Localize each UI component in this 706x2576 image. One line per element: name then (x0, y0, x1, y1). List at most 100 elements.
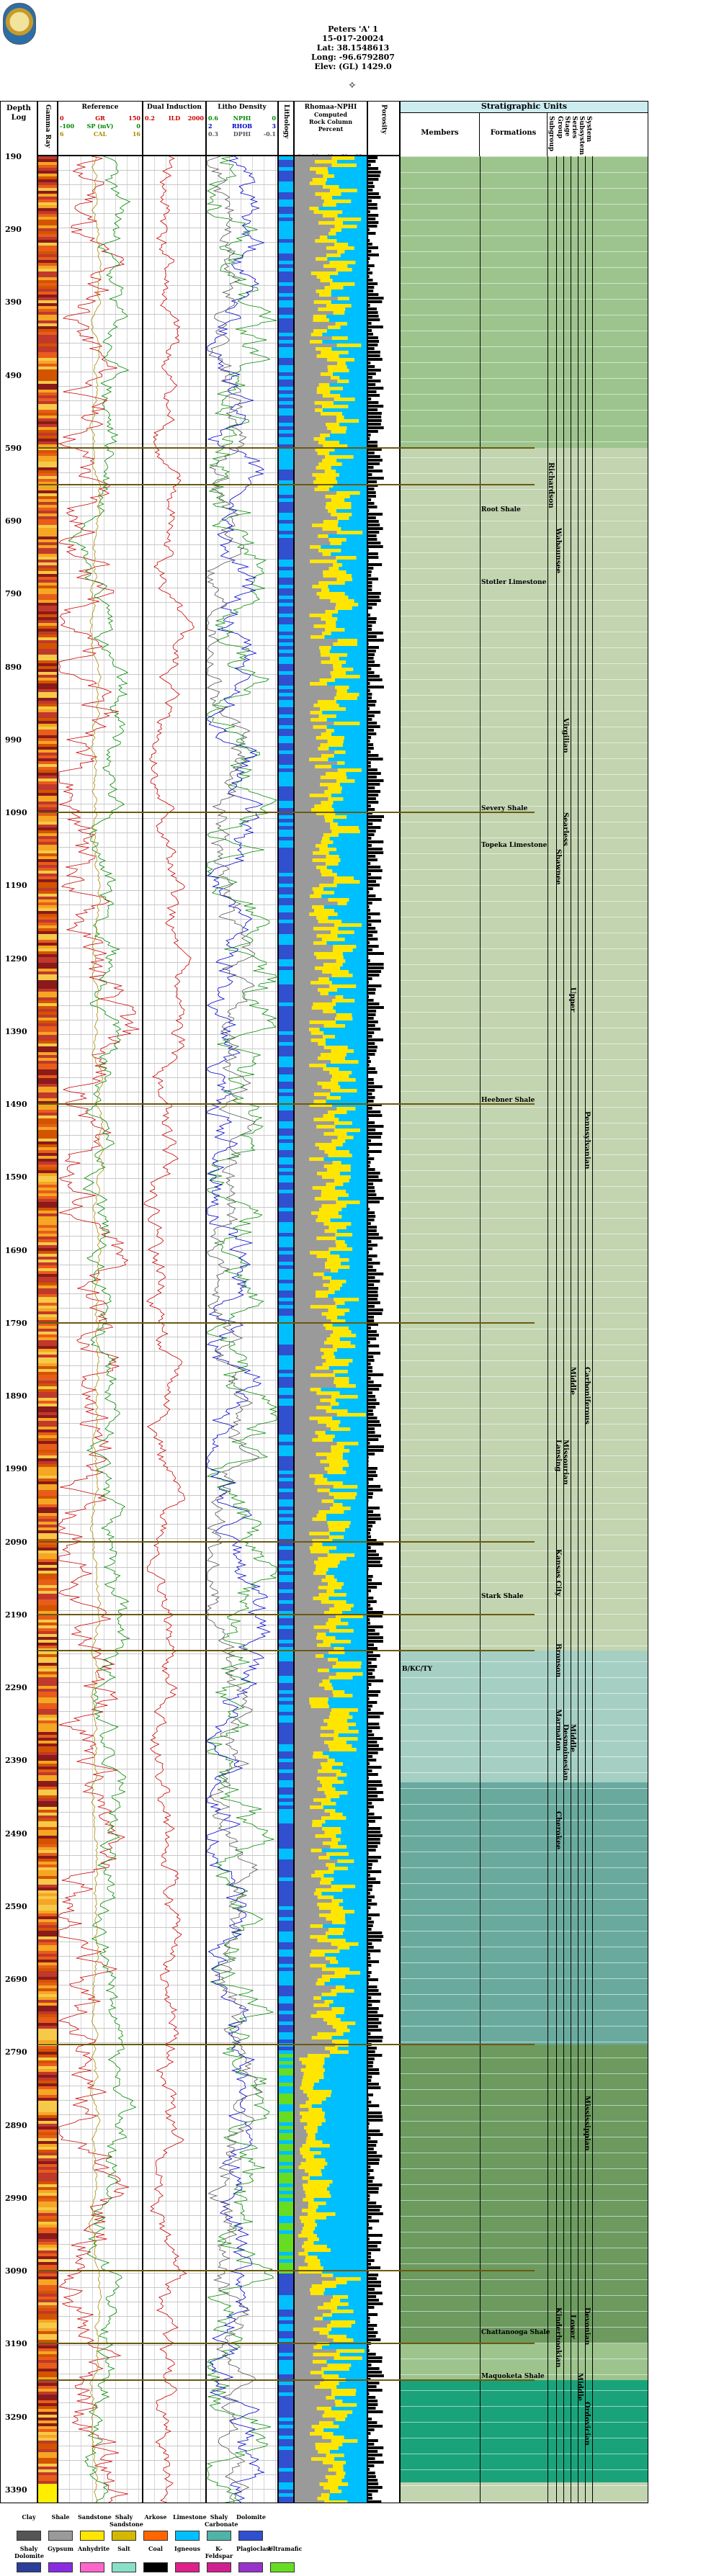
rock-column-bar (295, 1535, 329, 1539)
rock-column-bar (295, 239, 316, 243)
rock-column-bar (336, 2472, 346, 2475)
lithology-bar (279, 1751, 293, 1755)
ild-curve (143, 156, 195, 2503)
rock-column-bar (329, 232, 336, 235)
lithology-bar (279, 1593, 293, 1597)
rock-column-bar (295, 1038, 311, 1042)
gamma-bar (38, 1311, 57, 1314)
rock-column-bar (349, 1946, 367, 1949)
porosity-bar (368, 1431, 375, 1434)
lithology-bar (279, 758, 293, 761)
rock-column-bar (295, 2392, 332, 2396)
rock-column-bar (295, 1568, 316, 1571)
rock-column-bar (330, 826, 359, 830)
rock-column-bar (336, 1348, 367, 1352)
lithology-bar (279, 275, 293, 279)
porosity-bar (368, 2263, 371, 2266)
strat-band-line (401, 1661, 648, 1662)
gamma-bar (38, 1349, 57, 1352)
porosity-bar (368, 758, 383, 760)
porosity-bar (368, 772, 381, 775)
rock-column-bar (331, 290, 367, 293)
porosity-bar (368, 401, 379, 404)
rock-column-bar (336, 203, 367, 207)
porosity-bar (368, 1082, 375, 1085)
lithology-bar (279, 563, 293, 567)
rock-column-bar (347, 1244, 367, 1247)
gamma-bar (38, 565, 57, 568)
lithology-bar (279, 2148, 293, 2151)
curve-name: SP (mV) (86, 122, 114, 130)
rock-column-bar (310, 2371, 324, 2374)
porosity-bar (368, 606, 372, 609)
gamma-bar (38, 1222, 57, 1225)
rock-column-bar (336, 1201, 360, 1204)
rock-column-bar (295, 2007, 332, 2011)
rock-column-bar (334, 174, 367, 178)
gamma-bar (38, 1352, 57, 1355)
gamma-bar (38, 799, 57, 802)
rock-column-bar (295, 545, 310, 549)
rock-column-bar (361, 923, 367, 927)
rock-column-bar (295, 2317, 315, 2320)
lithology-bar (279, 538, 293, 542)
rock-column-bar (337, 362, 346, 365)
rock-column-bar (295, 1863, 326, 1867)
legend-item: Limestone (173, 2513, 207, 2541)
porosity-bar (368, 1233, 379, 1236)
lithology-bar (279, 2241, 293, 2245)
lithology-bar (279, 815, 293, 819)
gamma-bar (38, 329, 57, 332)
rock-column-bar (295, 848, 320, 851)
rock-column-bar (295, 729, 326, 732)
strat-band-line (401, 1867, 648, 1868)
lithology-bar (279, 1118, 293, 1121)
gamma-bar (38, 2323, 57, 2325)
gamma-bar (38, 2498, 57, 2501)
porosity-bar (368, 2482, 379, 2485)
gamma-bar (38, 1755, 57, 1758)
porosity-bar (368, 1085, 383, 1088)
lithology-bar (279, 646, 293, 650)
lithology-bar (279, 1287, 293, 1291)
porosity-bar (368, 545, 383, 548)
lithology-bar (279, 2086, 293, 2090)
gamma-bar (38, 594, 57, 597)
rock-column-bar (338, 2486, 367, 2490)
rock-column-bar (321, 1802, 336, 1805)
porosity-bar (368, 837, 372, 840)
gamma-bar (38, 804, 57, 807)
lithology-bar (279, 1100, 293, 1103)
lithology-bar (279, 952, 293, 956)
rock-column-bar (316, 916, 329, 920)
porosity-bar (368, 1096, 375, 1099)
strat-band-line (401, 806, 648, 807)
gamma-bar (38, 1378, 57, 1381)
rock-column-bar (295, 1881, 321, 1885)
gamma-bar (38, 2325, 57, 2328)
rock-column-bar (295, 286, 325, 290)
gamma-bar (38, 989, 57, 992)
gamma-bar (38, 2297, 57, 2299)
gamma-bar (38, 1574, 57, 1576)
porosity-bar (368, 207, 377, 210)
gamma-bar (38, 2245, 57, 2248)
rock-column-bar (349, 686, 367, 689)
lithology-bar (279, 858, 293, 862)
rock-column-bar (358, 603, 367, 606)
rock-column-bar (322, 1543, 367, 1546)
rock-column-bar (331, 1683, 367, 1687)
rock-column-bar (329, 2003, 367, 2007)
porosity-bar (368, 1071, 377, 1074)
rock-column-bar (309, 1103, 332, 1107)
porosity-bar (368, 300, 383, 303)
rock-column-bar (325, 437, 367, 441)
lithology-bar (279, 1283, 293, 1287)
porosity-bar (368, 815, 384, 818)
rock-column-bar (344, 1301, 367, 1305)
porosity-bar (368, 1921, 374, 1924)
rock-column-bar (308, 2133, 316, 2137)
gamma-bar (38, 1648, 57, 1651)
rock-column-bar (328, 2468, 344, 2472)
gamma-bar (38, 398, 57, 401)
